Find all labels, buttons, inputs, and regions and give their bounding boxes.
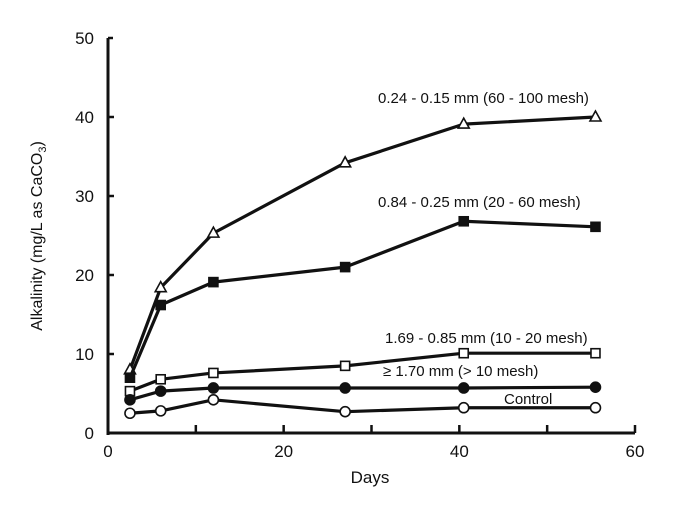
- data-point-triangle: [153, 279, 168, 293]
- data-point-circle: [207, 382, 220, 394]
- series-label-1: 0.84 - 0.25 mm (20 - 60 mesh): [378, 194, 581, 211]
- y-axis-label-subscript: 3: [37, 147, 49, 153]
- data-point-circle: [154, 405, 167, 417]
- x-tick-label: 0: [103, 442, 112, 461]
- data-point-circle: [339, 405, 351, 418]
- data-point-square: [208, 367, 219, 379]
- data-point-circle: [339, 382, 351, 394]
- data-point-square: [590, 347, 601, 359]
- data-point-triangle: [206, 225, 221, 238]
- data-point-circle: [154, 385, 167, 397]
- data-point-circle: [457, 382, 470, 394]
- series-1: [124, 215, 601, 384]
- x-axis-label: Days: [351, 468, 390, 487]
- data-point-square: [155, 373, 166, 385]
- data-point-circle: [589, 401, 602, 414]
- series-label-2: 1.69 - 0.85 mm (10 - 20 mesh): [385, 330, 588, 347]
- series-layer: [123, 109, 603, 420]
- data-point-circle: [124, 407, 136, 420]
- series-label-0: 0.24 - 0.15 mm (60 - 100 mesh): [378, 90, 589, 107]
- series-4: [124, 394, 602, 420]
- y-axis-label-close: ): [29, 141, 46, 146]
- data-point-square: [458, 347, 470, 359]
- series-labels: 0.24 - 0.15 mm (60 - 100 mesh) 0.84 - 0.2…: [378, 90, 589, 408]
- data-point-square: [458, 215, 470, 227]
- x-tick-label: 20: [274, 442, 293, 461]
- data-point-circle: [207, 394, 220, 406]
- data-point-square: [124, 372, 136, 384]
- series-2: [124, 347, 601, 397]
- axes: 0 10 20 30 40 50 0 20 40 60: [75, 29, 644, 461]
- series-label-3: ≥ 1.70 mm (> 10 mesh): [383, 363, 538, 380]
- data-point-circle: [124, 394, 136, 406]
- data-point-triangle: [338, 155, 353, 168]
- y-tick-label: 30: [75, 187, 94, 206]
- data-point-square: [339, 360, 351, 372]
- data-point-square: [339, 261, 351, 273]
- y-tick-label: 10: [75, 345, 94, 364]
- y-tick-label: 0: [85, 424, 94, 443]
- y-axis-label-main: Alkalinity (mg/L as CaCO: [29, 153, 46, 331]
- x-tick-label: 40: [450, 442, 469, 461]
- y-tick-label: 40: [75, 108, 94, 127]
- y-axis-label: Alkalinity (mg/L as CaCO3): [29, 141, 49, 331]
- series-label-4: Control: [504, 391, 552, 408]
- data-point-square: [208, 276, 219, 288]
- data-point-square: [155, 299, 166, 311]
- data-point-circle: [457, 401, 470, 414]
- series-line: [128, 219, 596, 379]
- data-point-circle: [589, 381, 602, 393]
- y-tick-label: 20: [75, 266, 94, 285]
- data-point-square: [590, 221, 601, 233]
- series-3: [124, 381, 602, 406]
- y-tick-label: 50: [75, 29, 94, 48]
- x-tick-label: 60: [626, 442, 645, 461]
- data-point-triangle: [456, 116, 471, 129]
- data-point-triangle: [588, 109, 603, 122]
